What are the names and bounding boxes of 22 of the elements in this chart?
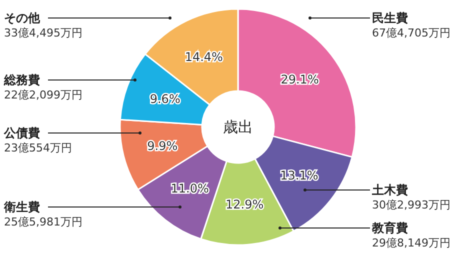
- text: 歳出: [223, 118, 253, 136]
- slice-label: 民生費: [372, 11, 408, 25]
- data-label: 13.1%: [280, 168, 318, 182]
- data-label: 14.4%: [184, 50, 223, 64]
- data-label: 29.1%: [280, 72, 319, 86]
- slice-label: 公債費: [3, 126, 40, 140]
- text: 23億554万円: [4, 142, 72, 154]
- slice-label: 総務費: [3, 73, 40, 87]
- slice-label: 土木費: [371, 183, 408, 197]
- text: 67億4,705万円: [372, 26, 450, 40]
- data-label: 9.6%: [150, 92, 180, 106]
- text: 33億4,495万円: [4, 26, 82, 40]
- text: 25億5,981万円: [4, 216, 82, 228]
- text: 29億8,149万円: [372, 236, 450, 250]
- slice-label: 教育費: [371, 221, 408, 235]
- slice-label: その他: [4, 11, 41, 25]
- text: 22億2,099万円: [4, 88, 82, 102]
- slice-label: 衛生費: [3, 200, 40, 214]
- data-label: 12.9%: [226, 198, 264, 212]
- data-label: 11.0%: [170, 181, 209, 196]
- data-label: 9.9%: [147, 139, 178, 154]
- text: 30億2,993万円: [372, 198, 450, 212]
